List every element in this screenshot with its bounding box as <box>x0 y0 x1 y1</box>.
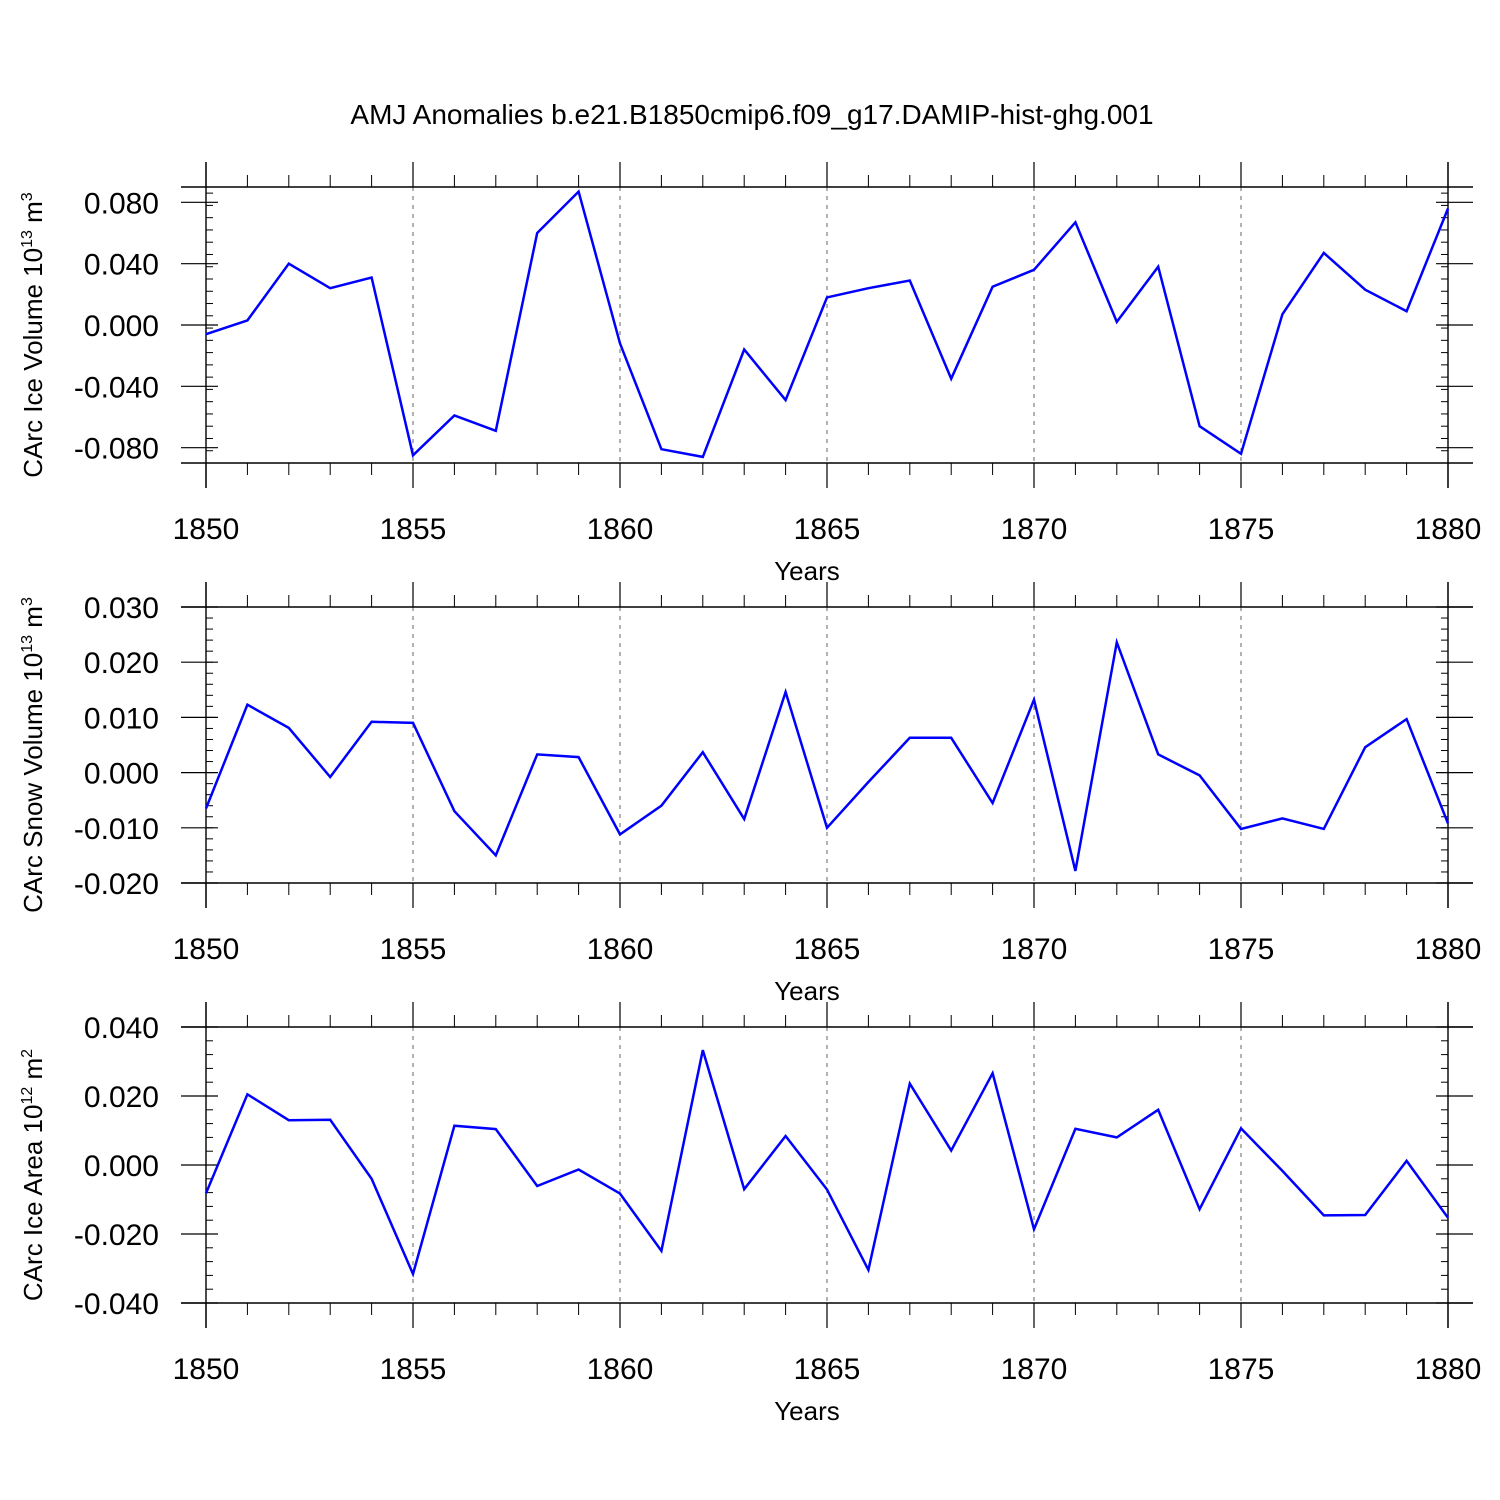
x-tick-label: 1865 <box>794 513 861 546</box>
series-line <box>204 637 1450 872</box>
y-tick-label: -0.010 <box>74 813 159 846</box>
x-tick-label: 1855 <box>380 1353 447 1386</box>
series-line <box>204 1049 1450 1278</box>
y-tick-label: 0.040 <box>84 249 159 282</box>
y-tick-label: 0.080 <box>84 187 159 220</box>
x-tick-label: 1880 <box>1415 1353 1482 1386</box>
x-axis-label: Years <box>774 976 840 1006</box>
y-tick-label: 0.000 <box>84 758 159 791</box>
y-axis-label: CArc Ice Area 1012 m2 <box>18 1049 48 1301</box>
y-axis-label-unit: m <box>18 1058 48 1087</box>
y-axis-label-exponent: 13 <box>19 230 36 248</box>
y-axis-label-text: CArc Ice Area 10 <box>18 1105 48 1302</box>
y-tick-label: 0.020 <box>84 647 159 680</box>
x-tick-label: 1850 <box>173 513 240 546</box>
x-tick-label: 1865 <box>794 1353 861 1386</box>
figure-title: AMJ Anomalies b.e21.B1850cmip6.f09_g17.D… <box>350 99 1153 130</box>
y-axis-label-unit-exponent: 3 <box>19 597 36 606</box>
x-tick-label: 1860 <box>587 933 654 966</box>
y-tick-label: 0.010 <box>84 702 159 735</box>
series-line <box>205 189 1450 459</box>
y-axis-label-exponent: 12 <box>19 1087 36 1105</box>
y-tick-label: 0.030 <box>84 592 159 625</box>
y-axis-label: CArc Snow Volume 1013 m3 <box>18 597 48 913</box>
x-axis-label: Years <box>774 1396 840 1426</box>
y-tick-label: -0.080 <box>74 433 159 466</box>
x-tick-label: 1865 <box>794 933 861 966</box>
y-axis-label-unit-exponent: 2 <box>19 1049 36 1058</box>
y-tick-label: 0.000 <box>84 310 159 343</box>
y-tick-label: -0.040 <box>74 1288 159 1321</box>
panel-ice-area: 1850 1855 1860 1865 1870 1875 1880 Years -0.040 -… <box>18 1002 1481 1426</box>
y-axis-label-unit-exponent: 3 <box>19 192 36 201</box>
x-tick-label: 1860 <box>587 513 654 546</box>
x-tick-label: 1875 <box>1208 933 1275 966</box>
x-tick-label: 1870 <box>1001 933 1068 966</box>
y-axis-label-unit: m <box>18 201 48 230</box>
x-tick-label: 1870 <box>1001 513 1068 546</box>
x-tick-label: 1875 <box>1208 513 1275 546</box>
x-tick-label: 1870 <box>1001 1353 1068 1386</box>
y-axis-label: CArc Ice Volume 1013 m3 <box>18 192 48 477</box>
x-tick-label: 1880 <box>1415 513 1482 546</box>
x-tick-label: 1880 <box>1415 933 1482 966</box>
x-tick-label: 1860 <box>587 1353 654 1386</box>
y-tick-label: 0.000 <box>84 1150 159 1183</box>
y-tick-label: -0.020 <box>74 868 159 901</box>
y-axis-label-unit: m <box>18 606 48 635</box>
x-tick-label: 1855 <box>380 513 447 546</box>
x-tick-label: 1850 <box>173 933 240 966</box>
y-tick-label: -0.020 <box>74 1219 159 1252</box>
x-tick-label: 1855 <box>380 933 447 966</box>
x-axis-label: Years <box>774 556 840 586</box>
x-tick-label: 1850 <box>173 1353 240 1386</box>
panel-ice-volume: 1850 1855 1860 1865 1870 1875 1880 Years -0.080 -… <box>18 162 1481 586</box>
y-axis-label-text: CArc Ice Volume 10 <box>18 248 48 478</box>
x-tick-label: 1875 <box>1208 1353 1275 1386</box>
panel-snow-volume: 1850 1855 1860 1865 1870 1875 1880 Years -0.020 -… <box>18 582 1481 1006</box>
y-tick-label: 0.020 <box>84 1081 159 1114</box>
y-axis-label-text: CArc Snow Volume 10 <box>18 653 48 913</box>
y-tick-label: 0.040 <box>84 1012 159 1045</box>
y-axis-label-exponent: 13 <box>19 635 36 653</box>
y-tick-label: -0.040 <box>74 371 159 404</box>
